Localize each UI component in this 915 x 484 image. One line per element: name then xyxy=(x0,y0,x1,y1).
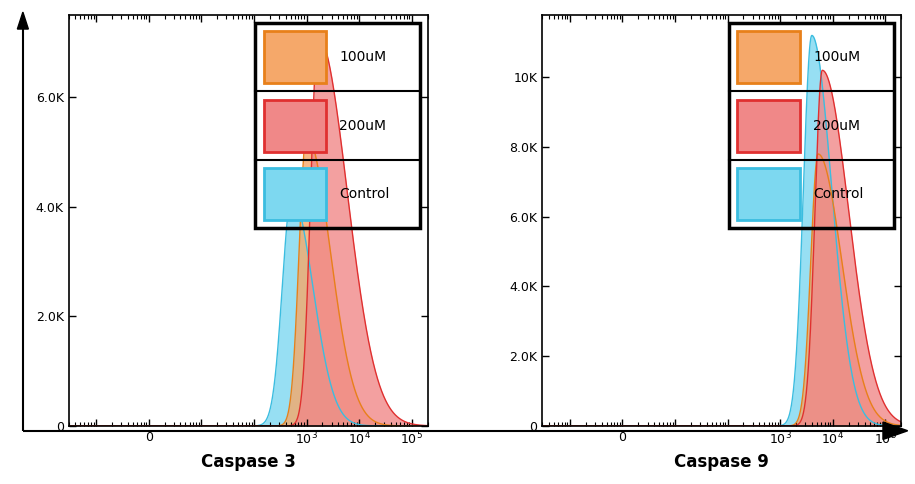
X-axis label: Caspase 9: Caspase 9 xyxy=(674,453,770,471)
X-axis label: Caspase 3: Caspase 3 xyxy=(200,453,296,471)
